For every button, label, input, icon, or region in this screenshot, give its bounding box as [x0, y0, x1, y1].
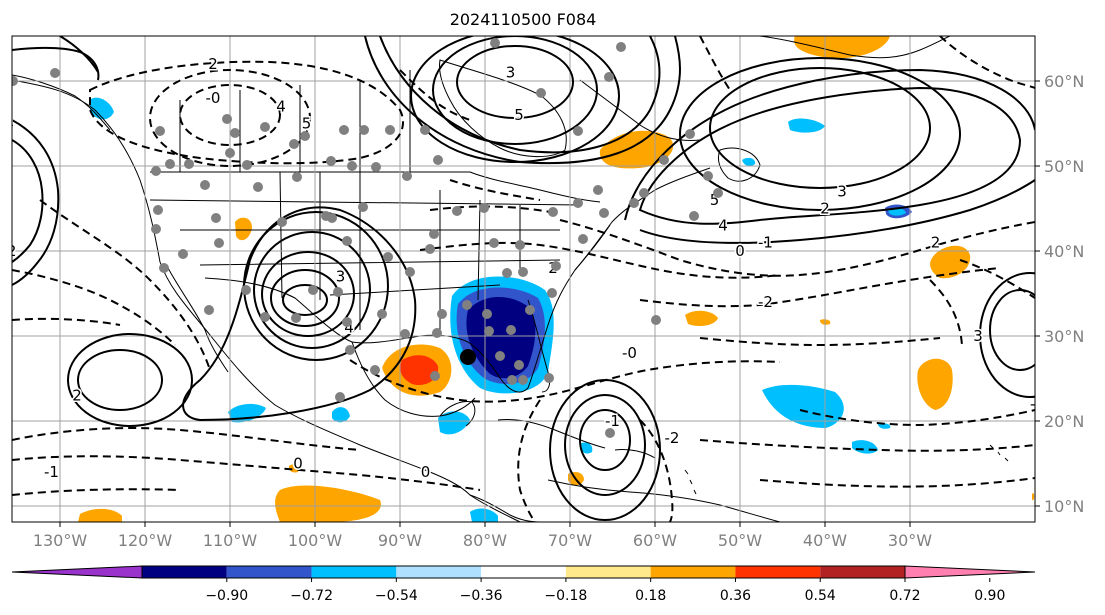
anomaly-shading [78, 36, 1035, 522]
colorbar-frame [141, 565, 906, 579]
x-tick-label: 90°W [378, 531, 422, 550]
dashed-contours [12, 36, 1035, 522]
contours [12, 36, 1035, 521]
contour-label: 5 [514, 106, 524, 124]
map-frame [11, 35, 1036, 523]
colorbar-extend-low [11, 565, 143, 579]
contour-label: 3 [837, 183, 847, 201]
colorbar-swatch [396, 566, 482, 578]
x-tick-label: 100°W [288, 531, 343, 550]
colorbar-tick-label: −0.72 [290, 588, 333, 604]
contour-labels: 20-12554322-2-00-12-0454-2-134-1-20-033-… [0, 54, 1045, 483]
colorbar-extend-high [904, 565, 1036, 579]
y-tick-label: 50°N [1044, 157, 1084, 176]
contour-label: 4 [718, 217, 728, 235]
x-tick-label: 120°W [118, 531, 173, 550]
x-tick-label: 60°W [633, 531, 677, 550]
colorbar-swatch [311, 566, 397, 578]
contour-label: -2 [665, 429, 680, 447]
y-axis-ticks: 60°N 50°N 40°N 30°N 20°N 10°N [1035, 72, 1084, 516]
contour-label: -1 [0, 268, 8, 286]
contour-label: -2 [2, 242, 17, 260]
x-axis-ticks: 130°W 120°W 110°W 100°W 90°W 80°W 70°W 60°W 50°W… [33, 522, 932, 550]
contour-label: -0 [1030, 395, 1045, 413]
colorbar-tick-label: −0.36 [460, 588, 503, 604]
contour-label: 4 [4, 115, 14, 133]
colorbar-swatch [226, 566, 312, 578]
colorbar-tick-label: −0.90 [205, 588, 248, 604]
colorbar-swatch [565, 566, 651, 578]
contour-label: 3 [973, 327, 983, 345]
contour-label: 3 [336, 268, 346, 286]
contour-label: -1 [605, 412, 620, 430]
gridlines [12, 36, 1035, 522]
colorbar-tick-label: −0.54 [375, 588, 418, 604]
x-tick-label: 70°W [548, 531, 592, 550]
x-tick-label: 130°W [33, 531, 88, 550]
contour-label: 4 [276, 98, 286, 116]
y-tick-label: 30°N [1044, 327, 1084, 346]
y-tick-label: 10°N [1044, 497, 1084, 516]
y-tick-label: 40°N [1044, 242, 1084, 261]
x-tick-label: 80°W [463, 531, 507, 550]
contour-label: 2 [820, 200, 830, 218]
y-tick-label: 60°N [1044, 72, 1084, 91]
contour-label: 2 [931, 234, 941, 252]
colorbar-tick-label: 0.36 [720, 588, 751, 604]
contour-label: 5 [302, 115, 312, 133]
colorbar-swatch [650, 566, 736, 578]
contour-label: 0 [293, 455, 303, 473]
colorbar-tick-label: −0.18 [544, 588, 587, 604]
x-tick-label: 110°W [203, 531, 258, 550]
colorbar-tick-label: 0.90 [974, 588, 1005, 604]
colorbar-swatch [820, 566, 905, 578]
station-markers [12, 38, 723, 438]
x-tick-label: 40°W [803, 531, 847, 550]
colorbar-tick-label: 0.72 [889, 588, 920, 604]
colorbar-swatch [481, 566, 566, 578]
contour-label: -0 [622, 344, 637, 362]
contour-label: 3 [506, 64, 516, 82]
contour-label: -1 [758, 234, 773, 252]
contour-label: -2 [758, 293, 773, 311]
contour-label: -0 [206, 89, 221, 107]
colorbar: −0.90 −0.72 −0.54 −0.36 −0.18 0.18 0.36 0.54 0.7… [11, 565, 1036, 604]
contour-label: 0 [735, 242, 745, 260]
colorbar-swatch [735, 566, 821, 578]
x-tick-label: 50°W [718, 531, 762, 550]
contour-label: -1 [44, 463, 59, 481]
map-area: 20-12554322-2-00-12-0454-2-134-1-20-033-… [0, 36, 1045, 522]
colorbar-swatch [142, 566, 227, 578]
colorbar-tick-label: 0.54 [805, 588, 836, 604]
chart-title: 2024110500 F084 [450, 10, 597, 29]
contour-label: 0 [421, 463, 431, 481]
contour-label: 2 [208, 55, 218, 73]
colorbar-tick-label: 0.18 [635, 588, 666, 604]
highlight-station-marker [460, 349, 476, 365]
x-tick-label: 30°W [888, 531, 932, 550]
contour-label: 2 [72, 387, 82, 405]
y-tick-label: 20°N [1044, 412, 1084, 431]
